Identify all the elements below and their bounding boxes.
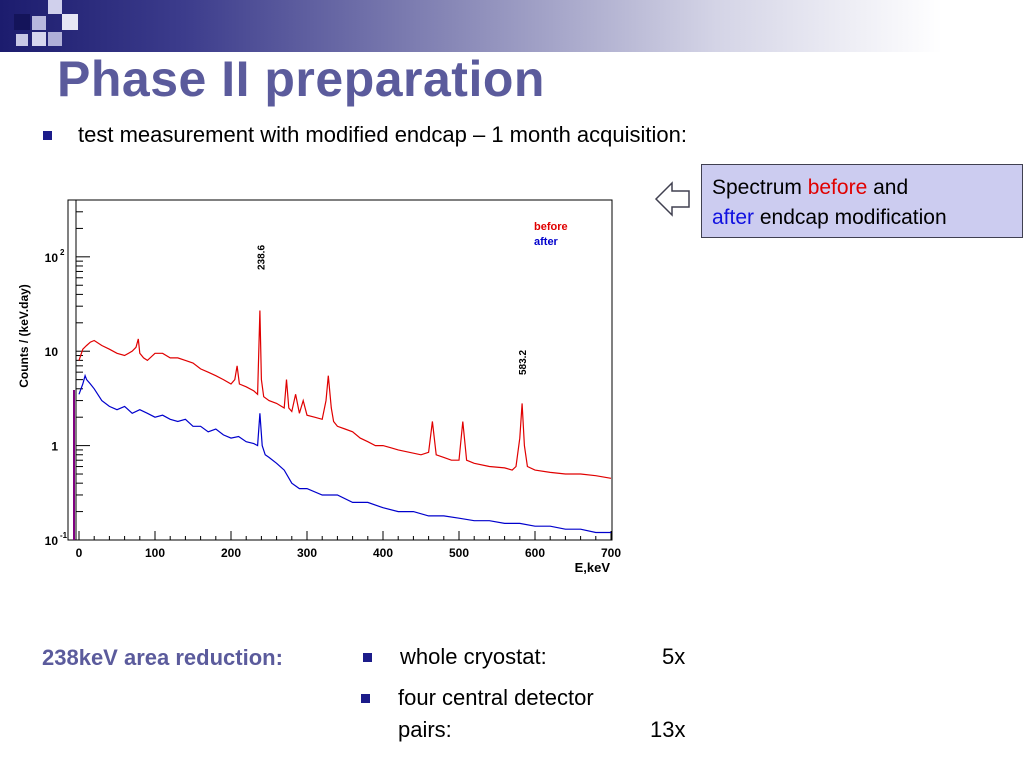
y-tick-label: 10 <box>45 534 59 548</box>
callout-after-word: after <box>712 206 755 229</box>
slide-title: Phase II preparation <box>57 51 545 107</box>
result-row: whole cryostat: 5x <box>363 644 703 674</box>
series-before-line <box>78 310 612 479</box>
result-label-line-2: pairs: <box>398 717 452 742</box>
x-tick-label: 300 <box>297 546 317 560</box>
bullet-marker <box>43 130 52 140</box>
result-label-line-1: four central detector <box>398 685 594 710</box>
logo-square <box>62 14 78 30</box>
y-tick-label: 10 <box>45 345 59 359</box>
area-reduction-label: 238keV area reduction: <box>42 645 283 670</box>
peak-label: 583.2 <box>518 350 529 375</box>
y-tick-label: 10 <box>45 251 59 265</box>
header-band <box>0 0 1024 52</box>
result-label: whole cryostat: <box>400 644 547 669</box>
logo-square <box>14 14 30 30</box>
callout-before-word: before <box>807 176 868 199</box>
plot-frame <box>67 199 613 541</box>
y-axis-label: Counts / (keV.day) <box>17 284 31 388</box>
x-tick-label: 600 <box>525 546 545 560</box>
x-axis-label: E,keV <box>575 560 611 575</box>
callout-text: and <box>867 176 909 199</box>
callout-text: endcap modification <box>754 206 947 229</box>
callout-line-2: after endcap modification <box>712 203 1012 233</box>
x-tick-label: 700 <box>601 546 621 560</box>
logo-square <box>48 32 62 46</box>
logo-square <box>32 16 46 30</box>
legend-before: before <box>534 221 568 233</box>
left-arrow-icon <box>654 181 690 217</box>
bullet-text: test measurement with modified endcap – … <box>78 122 687 147</box>
axis-ticks <box>76 199 612 541</box>
legend-after: after <box>534 236 559 248</box>
result-row: four central detector pairs: 13x <box>361 685 701 747</box>
peak-label: 238.6 <box>256 245 267 270</box>
y-tick-exponent: 2 <box>60 248 65 257</box>
series-after-line <box>78 373 611 534</box>
y-tick-exponent: -1 <box>60 531 68 540</box>
callout-box: Spectrum before and after endcap modific… <box>701 164 1023 238</box>
x-tick-label: 400 <box>373 546 393 560</box>
callout-line-1: Spectrum before and <box>712 173 1012 203</box>
top-bullet: test measurement with modified endcap – … <box>43 122 687 148</box>
series-layer <box>78 310 612 534</box>
logo-square <box>48 0 62 14</box>
logo-square <box>32 32 46 46</box>
x-tick-label: 500 <box>449 546 469 560</box>
x-tick-label: 0 <box>76 546 83 560</box>
x-tick-label: 100 <box>145 546 165 560</box>
callout-text: Spectrum <box>712 176 808 199</box>
y-tick-label: 1 <box>51 440 58 454</box>
bullet-marker <box>363 653 372 662</box>
logo-square <box>16 34 28 46</box>
result-value: 5x <box>662 644 686 669</box>
peak-annotations: 238.6 583.2 <box>256 245 529 375</box>
result-value: 13x <box>650 717 686 742</box>
bullet-marker <box>361 694 370 703</box>
x-tick-label: 200 <box>221 546 241 560</box>
